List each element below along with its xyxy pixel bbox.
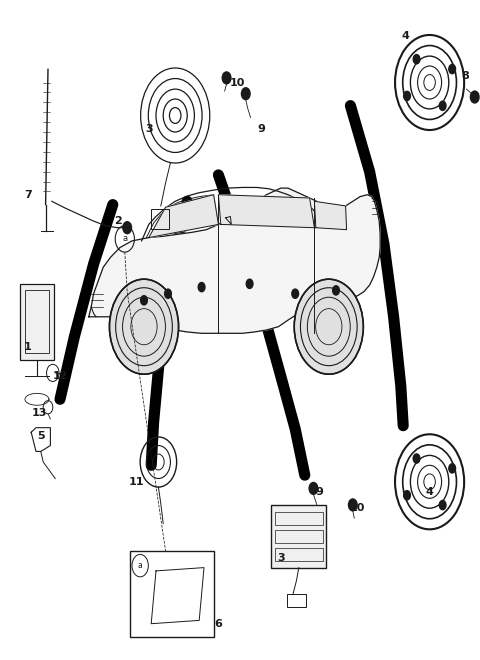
Text: 12: 12: [52, 371, 68, 381]
Circle shape: [470, 91, 479, 103]
Circle shape: [413, 454, 420, 463]
Circle shape: [123, 222, 132, 234]
Circle shape: [348, 499, 357, 511]
Text: 9: 9: [315, 486, 323, 497]
Text: 5: 5: [37, 430, 45, 441]
Circle shape: [294, 279, 363, 374]
Polygon shape: [218, 195, 314, 228]
Text: 6: 6: [215, 618, 222, 629]
Text: 4: 4: [402, 31, 409, 42]
Bar: [287, 594, 306, 607]
Bar: [25, 290, 49, 353]
Bar: [275, 548, 323, 561]
Circle shape: [449, 65, 456, 74]
Text: 3: 3: [145, 123, 153, 134]
Text: 9: 9: [258, 123, 265, 134]
Text: 10: 10: [230, 77, 245, 88]
Text: 11: 11: [129, 477, 144, 487]
Bar: [271, 505, 326, 568]
Circle shape: [141, 296, 147, 305]
Text: 3: 3: [277, 552, 285, 563]
Circle shape: [165, 289, 171, 298]
Circle shape: [241, 88, 250, 100]
Circle shape: [309, 482, 318, 494]
Circle shape: [109, 279, 179, 374]
Bar: [275, 512, 323, 525]
Bar: [275, 530, 323, 543]
Bar: [151, 209, 169, 229]
Circle shape: [439, 500, 446, 510]
Text: 10: 10: [350, 503, 365, 513]
Circle shape: [404, 91, 410, 100]
Text: 2: 2: [114, 216, 121, 226]
Polygon shape: [149, 195, 218, 238]
Text: a: a: [122, 234, 127, 244]
Circle shape: [198, 282, 205, 292]
Bar: [130, 551, 214, 637]
Circle shape: [222, 72, 231, 84]
Circle shape: [292, 289, 299, 298]
Text: 1: 1: [24, 341, 32, 352]
Circle shape: [449, 464, 456, 473]
Circle shape: [246, 279, 253, 288]
Circle shape: [439, 101, 446, 110]
Text: 7: 7: [24, 189, 32, 200]
Circle shape: [333, 286, 339, 295]
Bar: [20, 284, 54, 360]
Text: 8: 8: [462, 71, 469, 81]
Text: 13: 13: [32, 407, 48, 418]
Polygon shape: [89, 188, 380, 333]
Text: a: a: [138, 561, 143, 570]
Circle shape: [413, 55, 420, 64]
Polygon shape: [314, 201, 347, 230]
Circle shape: [404, 490, 410, 500]
Text: 4: 4: [426, 486, 433, 497]
